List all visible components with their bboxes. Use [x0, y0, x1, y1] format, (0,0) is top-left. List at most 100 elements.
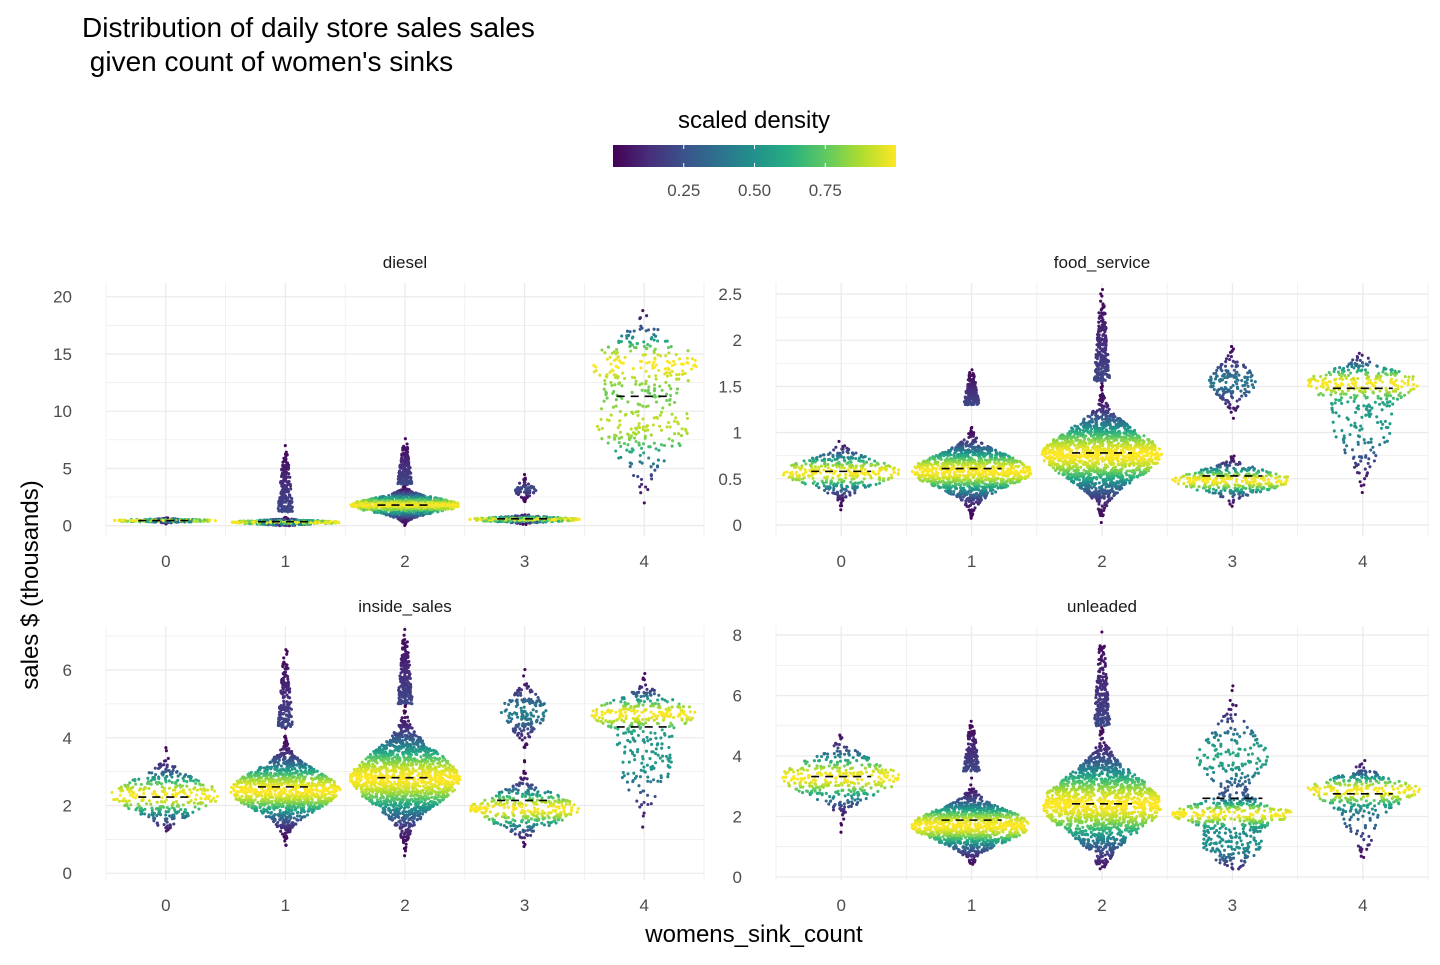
swarm-point: [644, 485, 647, 488]
swarm-point: [996, 478, 999, 481]
swarm-point: [990, 449, 993, 452]
swarm-point: [269, 521, 272, 524]
swarm-point: [882, 477, 885, 480]
swarm-point: [278, 496, 281, 499]
swarm-point: [966, 387, 969, 390]
swarm-point: [843, 492, 846, 495]
swarm-point: [686, 432, 689, 435]
swarm-point: [846, 456, 849, 459]
swarm-point: [446, 507, 449, 510]
y-tick-label: 1.5: [718, 377, 742, 396]
swarm-point: [829, 482, 832, 485]
swarm-point: [838, 452, 841, 455]
swarm-point: [804, 462, 807, 465]
swarm-point: [520, 516, 523, 519]
swarm-point: [406, 442, 409, 445]
swarm-point: [653, 416, 656, 419]
swarm-point: [594, 365, 597, 368]
swarm-point: [953, 452, 956, 455]
swarm-point: [851, 451, 854, 454]
swarm-point: [650, 465, 653, 468]
swarm-point: [843, 466, 846, 469]
swarm-point: [956, 479, 959, 482]
swarm-point: [652, 462, 655, 465]
swarm-point: [193, 519, 196, 522]
swarm-point: [813, 480, 816, 483]
swarm-point: [1027, 467, 1030, 470]
swarm-point: [385, 513, 388, 516]
swarm-point: [296, 521, 299, 524]
swarm-point: [845, 447, 848, 450]
swarm-point: [654, 335, 657, 338]
swarm-point: [637, 431, 640, 434]
swarm-point: [615, 348, 618, 351]
swarm-point: [836, 496, 839, 499]
swarm-point: [669, 394, 672, 397]
swarm-point: [405, 481, 408, 484]
swarm-point: [619, 431, 622, 434]
swarm-point: [624, 356, 627, 359]
swarm-point: [868, 458, 871, 461]
swarm-point: [658, 425, 661, 428]
swarm-point: [208, 519, 211, 522]
swarm-point: [522, 497, 525, 500]
swarm-point: [677, 422, 680, 425]
swarm-point: [996, 482, 999, 485]
swarm-point: [994, 449, 997, 452]
swarm-point: [365, 501, 368, 504]
swarm-point: [653, 338, 656, 341]
swarm-point: [962, 495, 965, 498]
swarm-point: [289, 487, 292, 490]
swarm-point: [860, 468, 863, 471]
swarm-point: [417, 512, 420, 515]
swarm-point: [848, 464, 851, 467]
swarm-point: [680, 434, 683, 437]
swarm-point: [649, 445, 652, 448]
swarm-point: [391, 497, 394, 500]
swarm-point: [420, 513, 423, 516]
swarm-point: [967, 448, 970, 451]
swarm-point: [404, 437, 407, 440]
swarm-point: [965, 453, 968, 456]
swarm-point: [968, 458, 971, 461]
swarm-point: [647, 456, 650, 459]
swarm-point: [287, 472, 290, 475]
swarm-point: [396, 511, 399, 514]
swarm-point: [692, 364, 695, 367]
swarm-point: [644, 429, 647, 432]
swarm-point: [684, 428, 687, 431]
swarm-point: [632, 474, 635, 477]
swarm-point: [853, 467, 856, 470]
swarm-point: [626, 443, 629, 446]
swarm-point: [974, 385, 977, 388]
swarm-point: [644, 437, 647, 440]
swarm-point: [878, 467, 881, 470]
swarm-point: [694, 359, 697, 362]
swarm-point: [606, 373, 609, 376]
swarm-point: [634, 383, 637, 386]
swarm-point: [606, 397, 609, 400]
swarm-point: [618, 437, 621, 440]
swarm-point: [407, 463, 410, 466]
swarm-point: [971, 453, 974, 456]
swarm-point: [685, 361, 688, 364]
x-tick-label: 3: [1228, 552, 1237, 571]
swarm-point: [840, 455, 843, 458]
swarm-point: [853, 482, 856, 485]
swarm-point: [819, 471, 822, 474]
swarm-point: [984, 491, 987, 494]
swarm-point: [633, 346, 636, 349]
swarm-point: [929, 457, 932, 460]
swarm-point: [839, 466, 842, 469]
swarm-point: [867, 485, 870, 488]
swarm-point: [883, 462, 886, 465]
swarm-point: [855, 464, 858, 467]
swarm-point: [654, 374, 657, 377]
swarm-point: [655, 447, 658, 450]
swarm-point: [1009, 479, 1012, 482]
swarm-point: [627, 433, 630, 436]
swarm-point: [841, 451, 844, 454]
swarm-point: [971, 387, 974, 390]
swarm-point: [630, 411, 633, 414]
